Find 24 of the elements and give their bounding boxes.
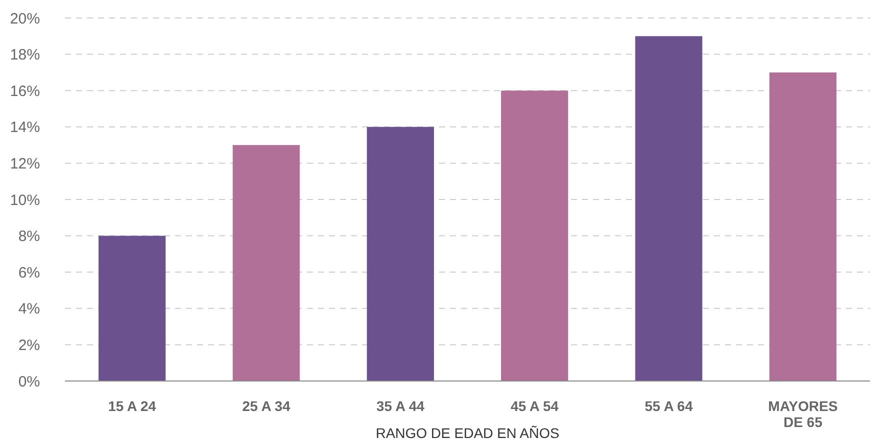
x-axis-title: RANGO DE EDAD EN AÑOS xyxy=(376,425,560,440)
y-tick-label: 6% xyxy=(18,264,40,282)
y-tick-label: 2% xyxy=(18,336,40,354)
bar xyxy=(635,36,702,381)
bar xyxy=(366,126,434,381)
x-tick-label: 45 A 54 xyxy=(510,398,559,414)
bar xyxy=(769,72,836,381)
y-tick-label: 16% xyxy=(10,82,40,100)
y-tick-label: 0% xyxy=(18,373,40,390)
y-tick-label: 20% xyxy=(10,10,40,28)
x-tick-label: MAYORES DE 65 xyxy=(768,398,838,430)
bar xyxy=(501,90,568,381)
y-tick-label: 14% xyxy=(10,119,40,136)
y-tick-label: 12% xyxy=(10,155,40,172)
y-tick-label: 4% xyxy=(18,300,40,318)
y-tick-label: 18% xyxy=(10,46,40,64)
y-tick-label: 10% xyxy=(10,192,40,209)
bar xyxy=(232,145,300,381)
bar xyxy=(98,236,166,381)
x-tick-label: 35 A 44 xyxy=(376,398,425,414)
y-tick-label: 8% xyxy=(18,228,40,246)
x-tick-label: 15 A 24 xyxy=(108,398,156,414)
x-tick-label: 55 A 64 xyxy=(644,398,693,414)
x-tick-label: 25 A 34 xyxy=(242,398,290,414)
